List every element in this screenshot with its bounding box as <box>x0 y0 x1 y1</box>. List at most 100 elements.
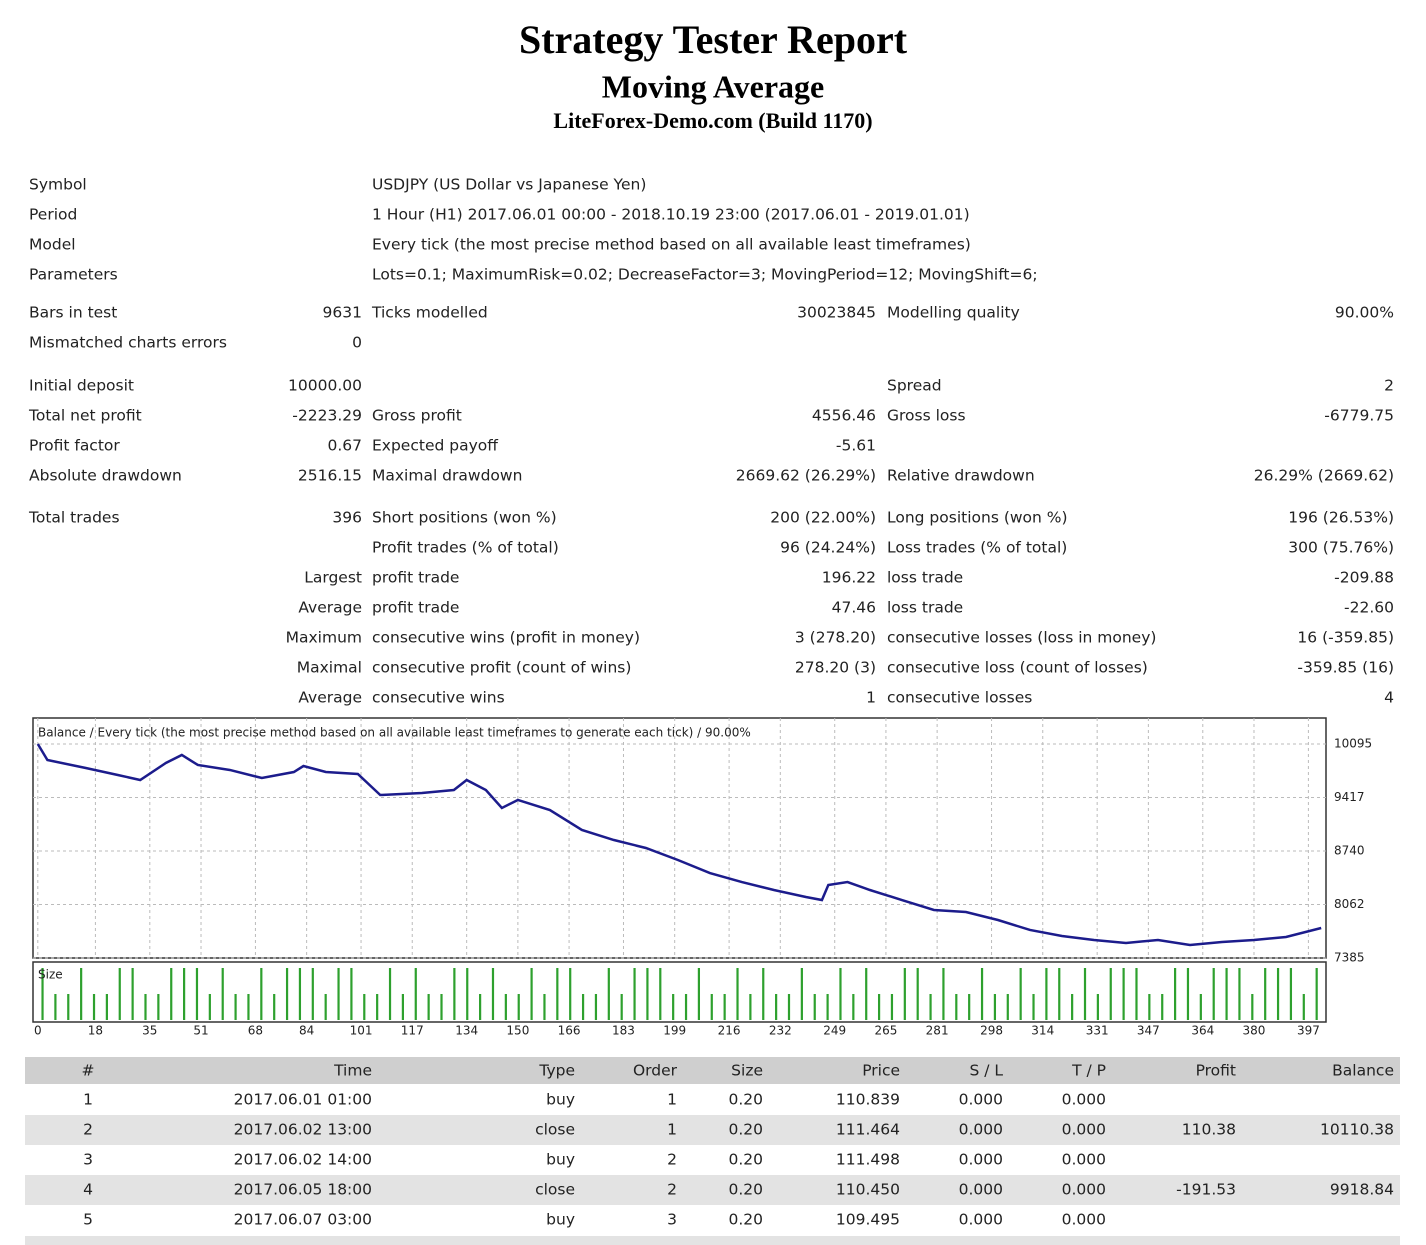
size-bar <box>556 968 559 1020</box>
table-cell: 0.000 <box>1062 1151 1106 1169</box>
size-bar <box>363 994 366 1020</box>
size-bar <box>453 968 456 1020</box>
size-bar <box>260 968 263 1020</box>
column-header: Price <box>862 1062 900 1080</box>
size-bar <box>1135 968 1138 1020</box>
x-tick-label: 298 <box>980 1024 1003 1038</box>
size-bar <box>1315 968 1318 1020</box>
size-bar <box>710 994 713 1020</box>
summary-value: 9631 <box>323 304 362 322</box>
size-bar <box>1109 968 1112 1020</box>
table-cell: 1 <box>667 1091 677 1109</box>
summary-label: Initial deposit <box>29 377 134 395</box>
summary-value: -2223.29 <box>292 407 362 425</box>
table-cell: 2017.06.05 18:00 <box>234 1181 372 1199</box>
size-bar <box>376 994 379 1020</box>
size-bar <box>1148 994 1151 1020</box>
table-cell: 2017.06.02 14:00 <box>234 1151 372 1169</box>
x-tick-label: 134 <box>455 1024 478 1038</box>
summary-label: Short positions (won %) <box>372 509 557 527</box>
size-bar <box>929 994 932 1020</box>
table-cell: buy <box>546 1151 575 1169</box>
size-bar <box>1225 968 1228 1020</box>
x-tick-label: 331 <box>1086 1024 1109 1038</box>
size-bar <box>980 968 984 1020</box>
y-tick-label: 9417 <box>1334 790 1365 804</box>
y-tick-label: 8740 <box>1334 843 1365 857</box>
x-tick-label: 347 <box>1137 1024 1160 1038</box>
table-cell: 110.38 <box>1182 1121 1236 1139</box>
summary-value: Largest <box>304 569 362 587</box>
table-cell: 5 <box>83 1211 93 1229</box>
size-bar <box>1045 968 1048 1020</box>
size-bar <box>350 968 353 1020</box>
size-bar <box>517 994 520 1020</box>
summary-value: 200 (22.00%) <box>770 509 876 527</box>
x-tick-label: 199 <box>663 1024 686 1038</box>
size-bar <box>942 968 945 1020</box>
summary-value: 30023845 <box>797 304 876 322</box>
size-bar <box>170 968 173 1020</box>
column-header: # <box>82 1062 95 1080</box>
size-bar <box>273 994 276 1020</box>
size-bar <box>247 994 250 1020</box>
size-bar <box>1019 968 1022 1020</box>
info-value: 1 Hour (H1) 2017.06.01 00:00 - 2018.10.1… <box>372 206 970 224</box>
size-bar <box>787 994 791 1020</box>
table-cell: -191.53 <box>1176 1181 1236 1199</box>
column-header: Size <box>731 1062 763 1080</box>
size-bar <box>543 994 546 1020</box>
size-bar <box>131 968 134 1020</box>
size-bar <box>1173 968 1177 1020</box>
table-cell: 2017.06.02 13:00 <box>234 1121 372 1139</box>
x-tick-label: 68 <box>248 1024 263 1038</box>
size-bar <box>1238 968 1241 1020</box>
x-tick-label: 101 <box>350 1024 373 1038</box>
row-bg <box>25 1115 1400 1145</box>
broker: LiteForex-Demo.com (Build 1170) <box>553 108 872 133</box>
summary-label: Profit factor <box>29 437 120 455</box>
size-bar <box>1264 968 1267 1020</box>
size-bar <box>401 994 404 1020</box>
summary-value: -6779.75 <box>1324 407 1394 425</box>
table-cell: buy <box>546 1091 575 1109</box>
x-tick-label: 150 <box>506 1024 529 1038</box>
size-bar <box>607 968 610 1020</box>
size-bar <box>491 968 495 1020</box>
table-header-bg <box>25 1057 1400 1084</box>
size-bar <box>684 994 688 1020</box>
size-bar <box>581 994 585 1020</box>
size-bar <box>1186 968 1190 1020</box>
size-bar <box>1276 968 1280 1020</box>
table-cell: 2 <box>667 1181 677 1199</box>
table-cell: 3 <box>667 1211 677 1229</box>
x-tick-label: 249 <box>823 1024 846 1038</box>
table-cell: 0.000 <box>1062 1091 1106 1109</box>
column-header: Balance <box>1332 1062 1394 1080</box>
x-tick-label: 51 <box>193 1024 208 1038</box>
x-tick-label: 84 <box>299 1024 314 1038</box>
table-cell: 0.000 <box>959 1211 1003 1229</box>
table-cell: 110.450 <box>836 1181 900 1199</box>
table-cell: 3 <box>83 1151 93 1169</box>
size-bar <box>865 968 868 1020</box>
summary-label: consecutive losses (loss in money) <box>887 629 1156 647</box>
balance-plot <box>32 717 1327 959</box>
size-bar <box>466 968 469 1020</box>
size-bar <box>92 994 96 1020</box>
size-bar <box>504 994 507 1020</box>
size-bar <box>157 994 160 1020</box>
size-plot <box>32 961 1327 1023</box>
table-cell: 2 <box>83 1121 93 1139</box>
table-cell: 2017.06.07 03:00 <box>234 1211 372 1229</box>
size-bar <box>337 968 340 1020</box>
size-bar <box>234 994 237 1020</box>
size-bar <box>144 994 147 1020</box>
summary-value: Average <box>298 689 362 707</box>
table-cell: 0.20 <box>728 1181 763 1199</box>
size-bar <box>672 994 675 1020</box>
size-bar <box>195 968 199 1020</box>
table-cell: 0.20 <box>728 1151 763 1169</box>
x-tick-label: 265 <box>874 1024 897 1038</box>
table-cell: 0.000 <box>959 1091 1003 1109</box>
